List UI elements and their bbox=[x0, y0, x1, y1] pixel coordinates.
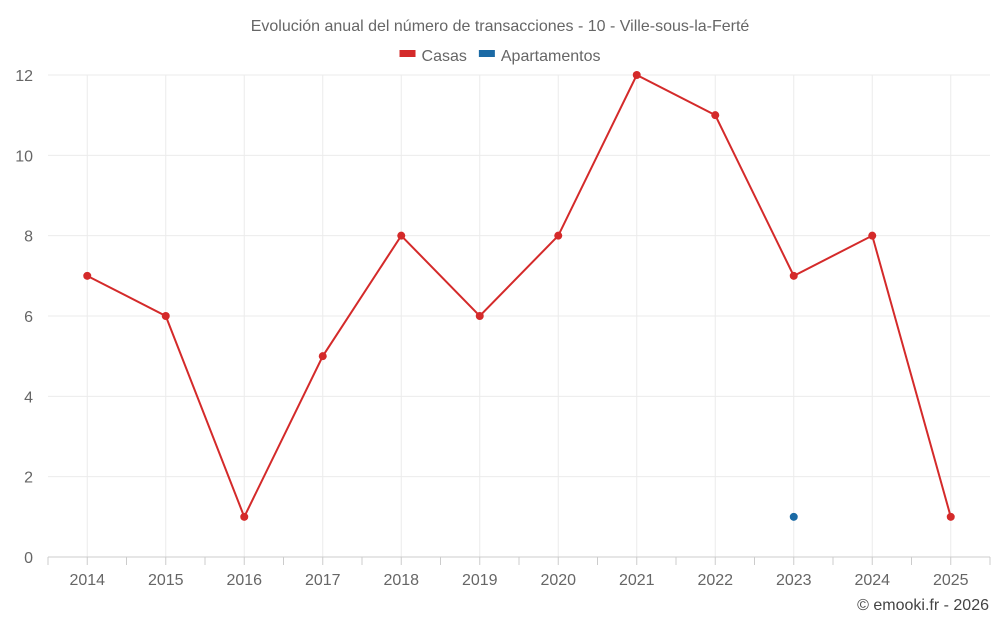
x-tick-label: 2017 bbox=[305, 572, 341, 589]
y-tick-label: 8 bbox=[24, 229, 33, 246]
data-point[interactable] bbox=[789, 271, 798, 280]
series-line bbox=[86, 73, 952, 520]
data-point[interactable] bbox=[789, 512, 798, 521]
legend: Casas Apartamentos bbox=[399, 48, 601, 65]
legend-label: Casas bbox=[422, 48, 467, 65]
data-point[interactable] bbox=[397, 231, 406, 240]
data-point[interactable] bbox=[946, 512, 955, 521]
x-tick-label: 2015 bbox=[148, 572, 184, 589]
x-tick-label: 2021 bbox=[619, 572, 655, 589]
data-point[interactable] bbox=[318, 352, 327, 361]
data-point[interactable] bbox=[554, 231, 563, 240]
x-tick-label: 2019 bbox=[462, 572, 498, 589]
y-tick-label: 10 bbox=[15, 148, 33, 165]
legend-swatch bbox=[478, 50, 495, 57]
y-tick-label: 0 bbox=[24, 550, 33, 567]
series bbox=[83, 71, 955, 521]
x-tick-label: 2014 bbox=[69, 572, 105, 589]
axes: 0 2 4 6 8 10 12 2014 2015 2016 2017 2018 2019 2020 202… bbox=[15, 68, 991, 589]
legend-label: Apartamentos bbox=[501, 48, 601, 65]
series-casas bbox=[83, 71, 955, 521]
x-tick-label: 2020 bbox=[540, 572, 576, 589]
data-point[interactable] bbox=[83, 271, 92, 280]
data-point[interactable] bbox=[240, 512, 249, 521]
x-tick-label: 2022 bbox=[697, 572, 733, 589]
y-tick-label: 12 bbox=[15, 68, 33, 85]
x-tick-label: 2023 bbox=[776, 572, 812, 589]
data-point[interactable] bbox=[711, 111, 720, 120]
x-tick-label: 2025 bbox=[933, 572, 969, 589]
chart-title: Evolución anual del número de transaccio… bbox=[251, 18, 750, 35]
data-point[interactable] bbox=[475, 312, 484, 320]
y-tick-label: 6 bbox=[24, 309, 33, 326]
x-tick-label: 2016 bbox=[226, 572, 262, 589]
series-apartamentos bbox=[789, 512, 798, 521]
x-tick-label: 2024 bbox=[854, 572, 890, 589]
legend-swatch bbox=[399, 50, 416, 57]
grid bbox=[48, 74, 990, 557]
credit-text: © emooki.fr - 2026 bbox=[857, 597, 989, 614]
data-point[interactable] bbox=[161, 312, 170, 320]
y-tick-label: 4 bbox=[24, 389, 33, 406]
x-tick-label: 2018 bbox=[383, 572, 419, 589]
y-tick-label: 2 bbox=[24, 470, 33, 487]
data-point[interactable] bbox=[868, 231, 877, 240]
data-point[interactable] bbox=[632, 71, 641, 79]
